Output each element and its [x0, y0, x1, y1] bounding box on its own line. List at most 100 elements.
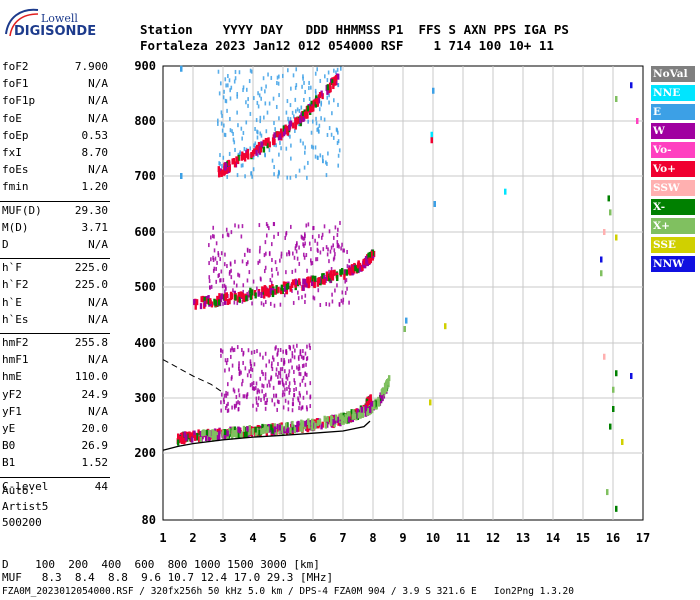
- isolated-echo: [606, 489, 609, 496]
- echo-dot: [303, 97, 305, 102]
- trace-dot: [287, 124, 291, 131]
- echo-dot: [222, 301, 224, 306]
- echo-dot: [346, 249, 348, 254]
- echo-dot: [296, 107, 299, 112]
- echo-dot: [334, 77, 337, 82]
- echo-dot: [315, 257, 317, 262]
- trace-dot: [316, 420, 320, 427]
- trace-dot: [228, 161, 231, 168]
- trace-dot: [301, 420, 305, 427]
- trace-dot: [358, 263, 361, 270]
- echo-dot: [298, 280, 301, 285]
- echo-dot: [246, 247, 249, 252]
- trace-dot: [333, 417, 337, 424]
- trace-dot: [381, 392, 385, 399]
- trace-dot: [262, 146, 266, 153]
- trace-dot: [248, 429, 251, 436]
- echo-dot: [277, 171, 280, 176]
- echo-dot: [259, 141, 262, 146]
- trace-dot: [332, 418, 336, 425]
- trace-dot: [371, 249, 374, 256]
- trace-dot: [229, 426, 232, 433]
- x-tick-label: 11: [456, 531, 470, 545]
- trace-dot: [311, 422, 314, 429]
- trace-dot: [385, 381, 389, 388]
- echo-dot: [298, 401, 301, 406]
- echo-dot: [269, 287, 272, 292]
- trace-dot: [237, 432, 241, 439]
- trace-dot: [331, 274, 335, 281]
- trace-dot: [234, 294, 238, 301]
- trace-dot: [251, 428, 255, 435]
- trace-dot: [343, 415, 347, 422]
- trace-dot: [286, 427, 289, 434]
- trace-dot: [307, 280, 310, 287]
- echo-dot: [337, 163, 340, 168]
- param-value: 1.52: [81, 456, 109, 470]
- trace-dot: [323, 278, 326, 285]
- trace-dot: [225, 167, 228, 174]
- trace-dot: [280, 284, 284, 291]
- param-row: M(D) 3.71: [2, 221, 108, 234]
- trace-dot: [203, 429, 206, 436]
- trace-dot: [223, 163, 226, 170]
- echo-dot: [242, 352, 245, 357]
- trace-dot: [223, 166, 226, 173]
- echo-dot: [262, 355, 264, 360]
- echo-dot: [210, 235, 212, 240]
- trace-dot: [286, 128, 289, 135]
- echo-dot: [292, 344, 295, 349]
- echo-dot: [272, 357, 275, 362]
- trace-dot: [265, 425, 268, 432]
- trace-dot: [224, 298, 227, 305]
- trace-dot: [225, 165, 228, 172]
- echo-dot: [277, 169, 280, 174]
- echo-dot: [219, 278, 221, 283]
- echo-dot: [312, 145, 315, 150]
- trace-dot: [294, 280, 298, 287]
- trace-dot: [245, 430, 248, 437]
- trace-dot: [273, 426, 277, 433]
- echo-dot: [226, 174, 229, 179]
- echo-dot: [302, 375, 305, 380]
- echo-dot: [247, 97, 249, 102]
- trace-dot: [277, 134, 281, 141]
- trace-dot: [261, 426, 265, 433]
- trace-dot: [236, 158, 240, 165]
- echo-dot: [283, 392, 286, 397]
- param-row: D N/A: [2, 238, 108, 251]
- echo-dot: [275, 367, 278, 372]
- trace-dot: [367, 396, 371, 403]
- trace-dot: [328, 273, 331, 280]
- echo-dot: [241, 224, 244, 229]
- echo-dot: [275, 345, 277, 350]
- trace-dot: [345, 418, 349, 425]
- echo-dot: [315, 116, 317, 121]
- trace-dot: [368, 395, 372, 402]
- echo-dot: [220, 400, 222, 405]
- trace-dot: [206, 428, 210, 435]
- trace-dot: [247, 431, 250, 438]
- trace-dot: [373, 402, 376, 409]
- echo-dot: [277, 348, 279, 353]
- trace-dot: [292, 424, 295, 431]
- param-value: N/A: [88, 163, 108, 177]
- echo-dot: [224, 77, 227, 82]
- echo-dot: [264, 372, 267, 377]
- trace-dot: [224, 161, 227, 168]
- echo-dot: [238, 364, 240, 369]
- echo-dot: [234, 259, 236, 264]
- trace-dot: [268, 285, 272, 292]
- x-tick-label: 1: [159, 531, 166, 545]
- trace-dot: [196, 434, 199, 441]
- trace-dot: [197, 429, 200, 436]
- trace-dot: [266, 426, 270, 433]
- trace-dot: [382, 392, 386, 399]
- trace-dot: [385, 387, 388, 394]
- trace-dot: [245, 150, 248, 157]
- trace-dot: [203, 302, 206, 309]
- echo-dot: [257, 91, 259, 96]
- trace-dot: [312, 425, 315, 432]
- trace-dot: [237, 432, 241, 439]
- trace-dot: [259, 428, 262, 435]
